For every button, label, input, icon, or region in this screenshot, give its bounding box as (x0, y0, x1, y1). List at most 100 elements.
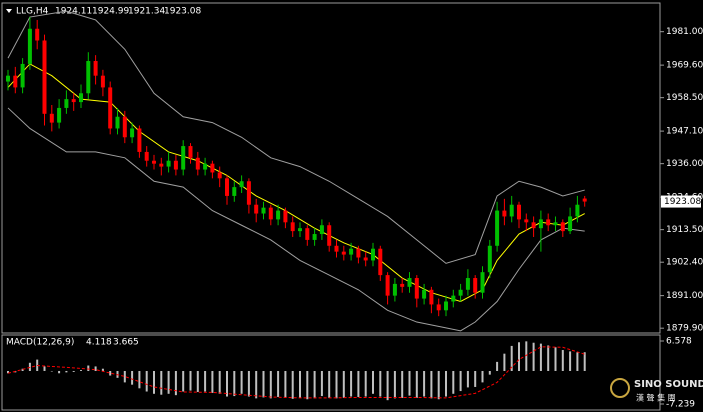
macd-bar (21, 368, 24, 371)
macd-bar (306, 370, 309, 400)
candle-body (35, 28, 40, 41)
macd-bar (328, 370, 331, 398)
candle-body (64, 99, 69, 108)
candle-body (57, 107, 62, 123)
candle-body (290, 222, 295, 232)
y-tick-label: 1947.10 (666, 127, 703, 137)
candle-body (465, 278, 470, 290)
candle-body (568, 216, 573, 232)
y-tick-label: 1981.00 (666, 27, 703, 37)
candle-body (93, 61, 98, 76)
candle-body (495, 210, 500, 246)
macd-title: MACD(12,26,9) (6, 338, 74, 348)
macd-bar (65, 370, 68, 373)
macd-bar (226, 370, 228, 397)
macd-bar (284, 370, 287, 398)
signal-value: 3.665 (113, 338, 139, 348)
macd-bar (174, 370, 177, 396)
candle-body (71, 99, 76, 103)
macd-bar (576, 352, 579, 371)
indicator-line (7, 63, 585, 303)
macd-bar (291, 370, 294, 399)
logo-subtext: 漢 聲 集 團 (636, 393, 676, 403)
macd-bar (43, 366, 46, 371)
macd-bar (182, 370, 185, 392)
macd-bar (525, 341, 528, 371)
macd-bar (379, 370, 382, 397)
candle-body (159, 163, 164, 167)
macd-bar (474, 370, 477, 387)
candle-body (181, 146, 186, 170)
macd-bar (357, 370, 360, 397)
candle-body (378, 248, 383, 276)
candle-body (137, 128, 142, 152)
macd-bar (423, 370, 426, 397)
candle-body (392, 283, 397, 296)
y-tick-label: 6.578 (666, 337, 692, 347)
macd-bar (204, 370, 207, 392)
candle-body (444, 301, 448, 311)
indicator-line (7, 107, 585, 332)
candle-body (144, 151, 149, 161)
macd-bar (80, 370, 82, 371)
macd-bar (269, 370, 272, 399)
signal-line (7, 346, 585, 399)
header-close: 1923.08 (164, 7, 201, 17)
candle-body (173, 160, 178, 170)
macd-bar (160, 370, 163, 395)
candle-body (429, 289, 434, 305)
macd-bar (196, 370, 199, 392)
candle-body (188, 146, 193, 158)
candle-body (363, 257, 368, 261)
y-tick-label: 1902.40 (666, 258, 703, 268)
header-open: 1924.11 (55, 7, 92, 17)
macd-bar (554, 347, 557, 371)
candle-body (327, 225, 332, 246)
candle-body (13, 75, 18, 88)
candle-body (414, 278, 419, 299)
y-tick-label: 1969.60 (666, 61, 703, 71)
candle-body (108, 87, 113, 129)
macd-bar (313, 370, 316, 399)
candle-body (217, 172, 222, 179)
macd-bar (72, 370, 75, 372)
macd-bar (58, 370, 61, 374)
macd-bar (342, 370, 345, 398)
macd-bar (87, 365, 90, 371)
candle-body (553, 222, 558, 226)
y-tick-label: -7.239 (666, 400, 695, 410)
candle-body (239, 181, 244, 188)
candle-body (371, 248, 375, 261)
macd-bar (459, 370, 462, 392)
candle-body (319, 225, 324, 235)
macd-bar (547, 345, 550, 371)
macd-bar (510, 345, 513, 371)
header-high: 1924.99 (92, 7, 129, 17)
y-tick-label: 1891.00 (666, 291, 703, 301)
candle-body (473, 278, 478, 293)
macd-bar (247, 370, 250, 397)
candle-body (436, 304, 441, 311)
macd-bar (415, 370, 418, 398)
indicator-line (7, 10, 585, 264)
macd-bar (561, 350, 564, 371)
candle-body (122, 116, 127, 138)
candle-body (531, 222, 536, 229)
candle-body (575, 204, 580, 217)
macd-bar (211, 370, 214, 393)
menu-arrow[interactable] (6, 9, 12, 13)
candle-body (49, 113, 54, 123)
candle-body (6, 75, 10, 82)
macd-bar (496, 361, 499, 371)
macd-bar (218, 370, 221, 394)
macd-bar (437, 370, 440, 400)
candle-body (560, 222, 565, 232)
candle-body (166, 160, 171, 167)
candle-body (356, 248, 361, 258)
macd-bar (131, 370, 134, 385)
y-tick-label: 1958.50 (666, 93, 703, 103)
candle-body (276, 210, 281, 220)
macd-bar (101, 368, 104, 371)
